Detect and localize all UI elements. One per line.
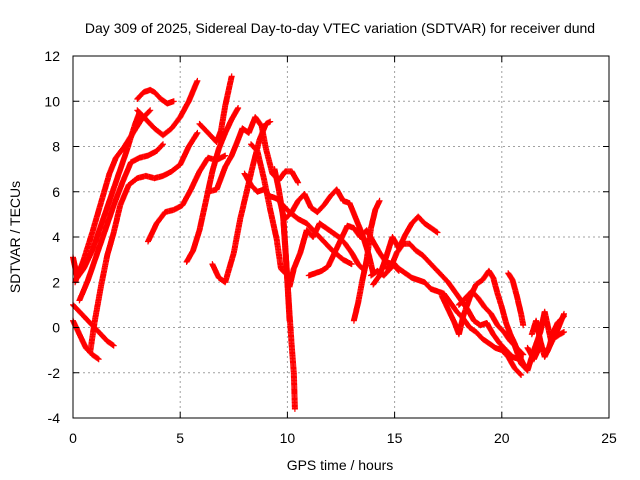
axis-ticks: 0 5 10 15 20 25 -4 -2 0 2 4 6 8 10 12 [44, 48, 617, 446]
series-arc-8 [134, 77, 201, 139]
x-tick-label: 5 [176, 430, 184, 446]
data-marks [286, 220, 366, 290]
y-tick-label: 2 [52, 274, 60, 290]
y-tick-label: 0 [52, 320, 60, 336]
series-arc-19 [286, 220, 366, 290]
y-tick-label: 8 [52, 139, 60, 155]
x-tick-label: 20 [494, 430, 510, 446]
x-axis-label: GPS time / hours [287, 457, 394, 473]
series-arc-27 [505, 270, 527, 329]
y-tick-label: -2 [48, 365, 61, 381]
series-arc-12 [205, 114, 302, 195]
data-marks [134, 86, 177, 107]
series-arc-15 [248, 141, 289, 277]
chart-title: Day 309 of 2025, Sidereal Day-to-day VTE… [85, 20, 595, 36]
data-marks [76, 141, 166, 304]
series-arc-11 [196, 73, 235, 145]
data-marks [271, 166, 298, 412]
x-tick-label: 15 [387, 430, 403, 446]
data-marks [134, 77, 201, 139]
data-marks [248, 141, 289, 277]
series-arc-7 [134, 86, 177, 107]
series-arc-30 [528, 313, 567, 360]
series-arc-23 [370, 213, 441, 288]
y-tick-label: -4 [48, 410, 61, 426]
series-arc-16 [271, 166, 298, 412]
series-arc-21 [350, 197, 383, 324]
data-series [70, 73, 567, 412]
x-tick-label: 25 [601, 430, 617, 446]
data-marks [275, 193, 293, 324]
data-marks [205, 114, 302, 195]
y-axis-label: SDTVAR / TECUs [7, 181, 23, 293]
series-arc-6 [87, 129, 201, 356]
y-tick-label: 6 [52, 184, 60, 200]
data-marks [505, 270, 527, 329]
data-marks [87, 129, 201, 356]
y-tick-label: 10 [44, 93, 60, 109]
y-tick-label: 12 [44, 48, 60, 64]
y-tick-label: 4 [52, 229, 60, 245]
data-marks [370, 213, 441, 288]
data-marks [350, 197, 383, 324]
series-arc-5 [76, 141, 166, 304]
data-marks [528, 313, 567, 360]
data-marks [196, 73, 235, 145]
series-arc-17 [275, 193, 293, 324]
x-tick-label: 0 [69, 430, 77, 446]
x-tick-label: 10 [280, 430, 296, 446]
